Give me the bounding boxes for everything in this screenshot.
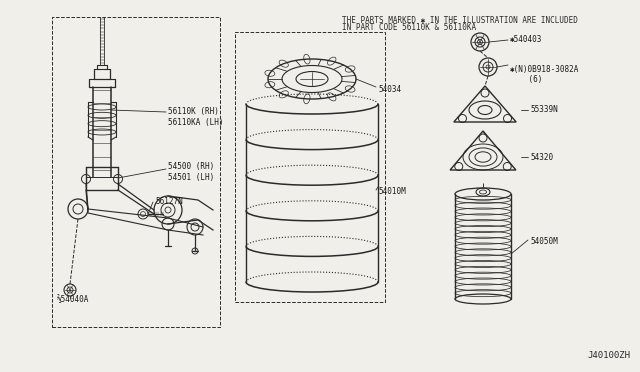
Text: 56127N: 56127N: [155, 198, 183, 206]
Text: 54010M: 54010M: [378, 187, 406, 196]
Bar: [235, 32, 385, 302]
Text: 54050M: 54050M: [530, 237, 557, 247]
Text: 54320: 54320: [530, 153, 553, 161]
Text: IN PART CODE 56110K & 56110KA: IN PART CODE 56110K & 56110KA: [342, 23, 476, 32]
Text: 56110K (RH)
56110KA (LH): 56110K (RH) 56110KA (LH): [168, 107, 223, 127]
Text: 55339N: 55339N: [530, 106, 557, 115]
Text: THE PARTS MARKED ✱ IN THE ILLUSTRATION ARE INCLUDED: THE PARTS MARKED ✱ IN THE ILLUSTRATION A…: [342, 16, 578, 25]
Bar: [52, 17, 220, 327]
Text: ⅔54040A: ⅔54040A: [57, 295, 90, 305]
Text: ✱540403: ✱540403: [510, 35, 542, 45]
Text: 54034: 54034: [378, 84, 401, 93]
Text: 54500 (RH)
54501 (LH): 54500 (RH) 54501 (LH): [168, 162, 214, 182]
Text: ✱(N)0B918-3082A
    (6): ✱(N)0B918-3082A (6): [510, 65, 579, 84]
Text: J40100ZH: J40100ZH: [587, 351, 630, 360]
